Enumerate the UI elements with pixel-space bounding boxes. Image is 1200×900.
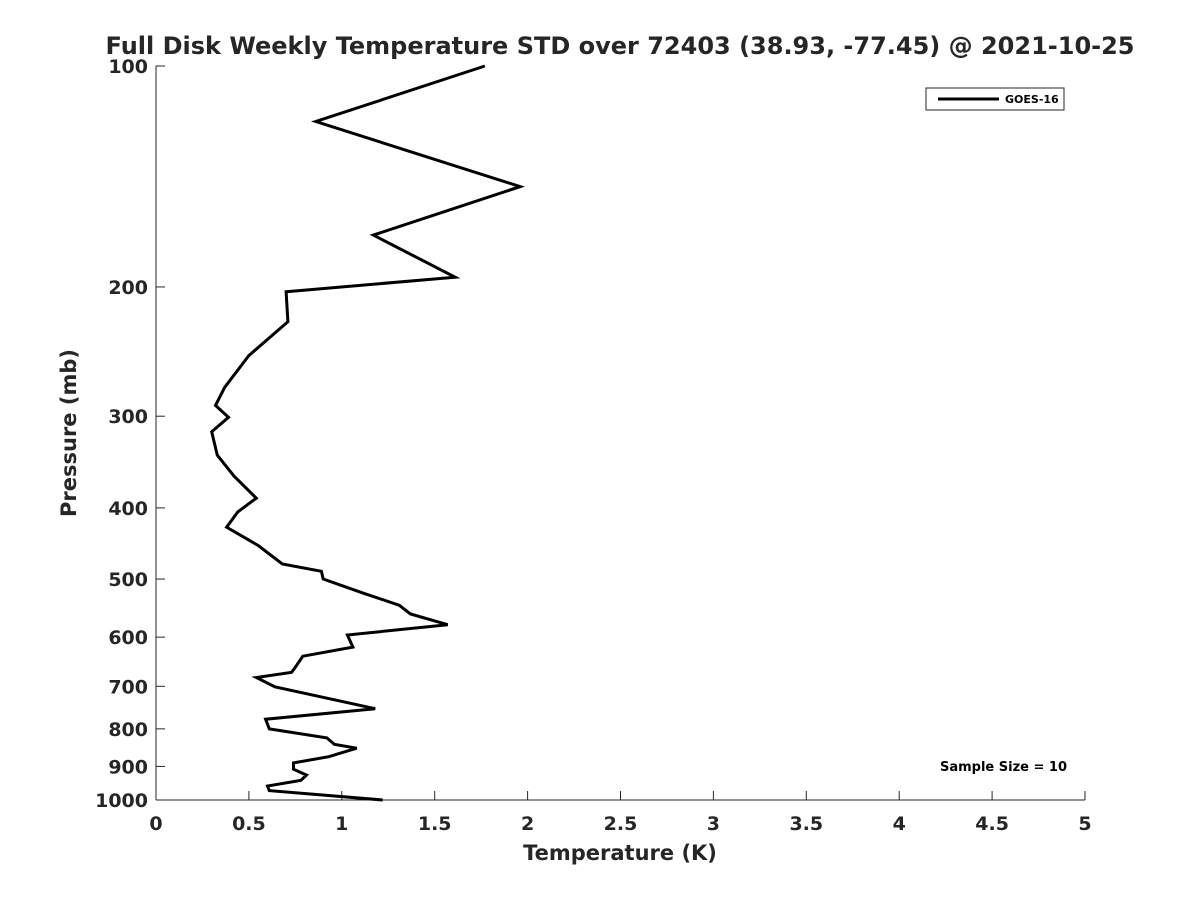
sample-size-annotation: Sample Size = 10 — [940, 760, 1067, 775]
x-tick-label: 1 — [335, 813, 348, 835]
y-tick-label: 800 — [108, 719, 148, 741]
x-tick-label: 3.5 — [789, 813, 823, 835]
x-axis-label: Temperature (K) — [523, 841, 717, 865]
y-tick-label: 500 — [108, 569, 148, 591]
x-tick-label: 2 — [521, 813, 534, 835]
y-ticks: 100 200 300 400 500 600 700 800 900 1000 — [95, 56, 165, 812]
x-tick-label: 5 — [1078, 813, 1091, 835]
y-tick-label: 200 — [108, 277, 148, 299]
x-tick-label: 0 — [149, 813, 162, 835]
legend-label: GOES-16 — [1005, 93, 1059, 106]
x-tick-label: 1.5 — [418, 813, 452, 835]
y-tick-label: 900 — [108, 756, 148, 778]
legend: GOES-16 — [925, 87, 1065, 111]
x-ticks: 0 0.5 1 1.5 2 2.5 3 3.5 4 4.5 5 — [149, 791, 1092, 835]
series-line-goes-16 — [210, 64, 526, 802]
y-axis-label: Pressure (mb) — [57, 349, 81, 517]
x-tick-label: 2.5 — [604, 813, 638, 835]
chart-title: Full Disk Weekly Temperature STD over 72… — [106, 32, 1135, 60]
x-tick-label: 4.5 — [975, 813, 1009, 835]
y-tick-label: 700 — [108, 676, 148, 698]
y-tick-label: 600 — [108, 627, 148, 649]
x-tick-label: 3 — [707, 813, 720, 835]
y-tick-label: 100 — [108, 56, 148, 78]
series-group — [210, 64, 526, 802]
x-tick-label: 4 — [893, 813, 906, 835]
y-tick-label: 300 — [108, 406, 148, 428]
y-tick-label: 400 — [108, 498, 148, 520]
y-tick-label: 1000 — [95, 790, 148, 812]
x-tick-label: 0.5 — [232, 813, 266, 835]
